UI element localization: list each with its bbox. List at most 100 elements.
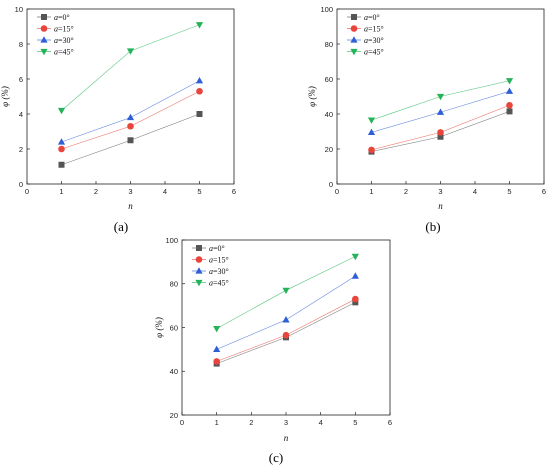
- panel-label-a: (a): [114, 219, 128, 234]
- legend-marker-1: [195, 256, 203, 263]
- x-tick-label: 3: [128, 187, 132, 196]
- data-point-s3-p2: [195, 22, 204, 29]
- legend-entry-2: a=30°: [54, 36, 74, 45]
- data-point-s1-p0: [213, 358, 220, 365]
- x-tick-label: 6: [388, 418, 392, 427]
- legend-var: a: [54, 36, 58, 45]
- x-tick-label: 4: [473, 187, 477, 196]
- x-tick-label: 3: [284, 418, 288, 427]
- legend-marker-2: [40, 36, 48, 43]
- y-tick-label: 0: [329, 180, 333, 189]
- legend-entry-0: a=0°: [364, 13, 380, 22]
- y-tick-label: 2: [19, 145, 23, 154]
- data-point-s3-p2: [351, 253, 359, 261]
- legend-marker-3: [350, 48, 358, 56]
- series-line-1: [216, 298, 356, 362]
- y-axis-label: φ (%): [154, 317, 164, 338]
- panel-label-b: (b): [425, 219, 440, 234]
- y-tick-label: 8: [19, 40, 23, 49]
- legend-entry-3: a=45°: [54, 48, 74, 57]
- data-point-s2-p2: [505, 87, 514, 94]
- y-tick-label: 10: [15, 5, 23, 14]
- legend-value: =45°: [213, 279, 229, 288]
- x-axis-label: n: [438, 201, 443, 211]
- data-point-s1-p1: [437, 129, 444, 136]
- x-tick-label: 5: [197, 187, 201, 196]
- x-axis-label: n: [128, 201, 133, 211]
- legend-var: a: [209, 267, 213, 276]
- legend-marker-1: [40, 25, 48, 32]
- x-tick-label: 5: [353, 418, 357, 427]
- y-tick-label: 80: [170, 280, 178, 289]
- legend-value: =45°: [58, 48, 74, 57]
- legend-marker-3: [40, 48, 48, 56]
- y-tick-label: 60: [325, 75, 333, 84]
- data-point-s2-p0: [367, 128, 376, 135]
- data-point-s3-p0: [367, 117, 376, 124]
- x-tick-label: 6: [232, 187, 236, 196]
- legend-entry-0: a=0°: [54, 13, 70, 22]
- y-axis-label: φ (%): [0, 86, 10, 107]
- legend-entry-3: a=45°: [364, 48, 384, 57]
- y-tick-label: 40: [325, 110, 333, 119]
- legend-entry-2: a=30°: [364, 36, 384, 45]
- data-point-s3-p2: [505, 78, 514, 85]
- data-point-s1-p2: [196, 87, 203, 95]
- legend-marker-0: [41, 14, 47, 20]
- legend-entry-2: a=30°: [209, 267, 229, 276]
- data-point-s0-p2: [506, 108, 513, 115]
- legend-var: a: [54, 25, 58, 34]
- x-tick-label: 1: [59, 187, 63, 196]
- x-tick-label: 0: [180, 418, 184, 427]
- legend-entry-1: a=15°: [209, 256, 229, 265]
- y-tick-label: 100: [320, 5, 333, 14]
- data-point-s0-p1: [127, 137, 134, 144]
- legend-marker-2: [195, 267, 203, 274]
- y-tick-label: 20: [170, 411, 178, 420]
- legend-marker-0: [351, 14, 357, 20]
- x-tick-label: 0: [25, 187, 29, 196]
- x-tick-label: 2: [94, 187, 98, 196]
- legend-marker-3: [195, 279, 203, 287]
- data-point-s3-p1: [436, 93, 445, 101]
- y-tick-label: 100: [165, 236, 178, 245]
- legend-entry-0: a=0°: [209, 244, 225, 253]
- data-point-s3-p1: [126, 48, 135, 55]
- x-tick-label: 2: [404, 187, 408, 196]
- legend-var: a: [364, 25, 368, 34]
- x-tick-label: 2: [249, 418, 253, 427]
- y-tick-label: 0: [19, 180, 23, 189]
- series-line-2: [61, 80, 200, 143]
- data-point-s2-p1: [126, 113, 135, 121]
- legend-value: =15°: [58, 25, 74, 34]
- legend-value: =15°: [213, 256, 229, 265]
- legend-var: a: [54, 48, 58, 57]
- y-tick-label: 20: [325, 145, 333, 154]
- data-point-s2-p2: [195, 76, 204, 84]
- legend-value: =30°: [213, 267, 229, 276]
- data-point-s2-p1: [436, 108, 445, 115]
- legend-entry-1: a=15°: [364, 25, 384, 34]
- y-axis-label: φ (%): [307, 86, 317, 107]
- x-tick-label: 0: [335, 187, 339, 196]
- legend-var: a: [209, 244, 213, 253]
- legend-value: =30°: [368, 36, 384, 45]
- legend-var: a: [54, 13, 58, 22]
- legend-value: =0°: [213, 244, 225, 253]
- x-tick-label: 4: [163, 187, 167, 196]
- y-tick-label: 4: [19, 110, 23, 119]
- legend-entry-1: a=15°: [54, 25, 74, 34]
- y-tick-label: 40: [170, 367, 178, 376]
- legend-marker-2: [350, 36, 358, 43]
- data-point-s3-p0: [57, 107, 66, 115]
- x-tick-label: 3: [438, 187, 442, 196]
- x-tick-label: 6: [542, 187, 546, 196]
- data-point-s2-p0: [213, 345, 221, 352]
- legend-var: a: [209, 256, 213, 265]
- data-point-s2-p0: [57, 138, 66, 145]
- series-line-3: [61, 24, 200, 111]
